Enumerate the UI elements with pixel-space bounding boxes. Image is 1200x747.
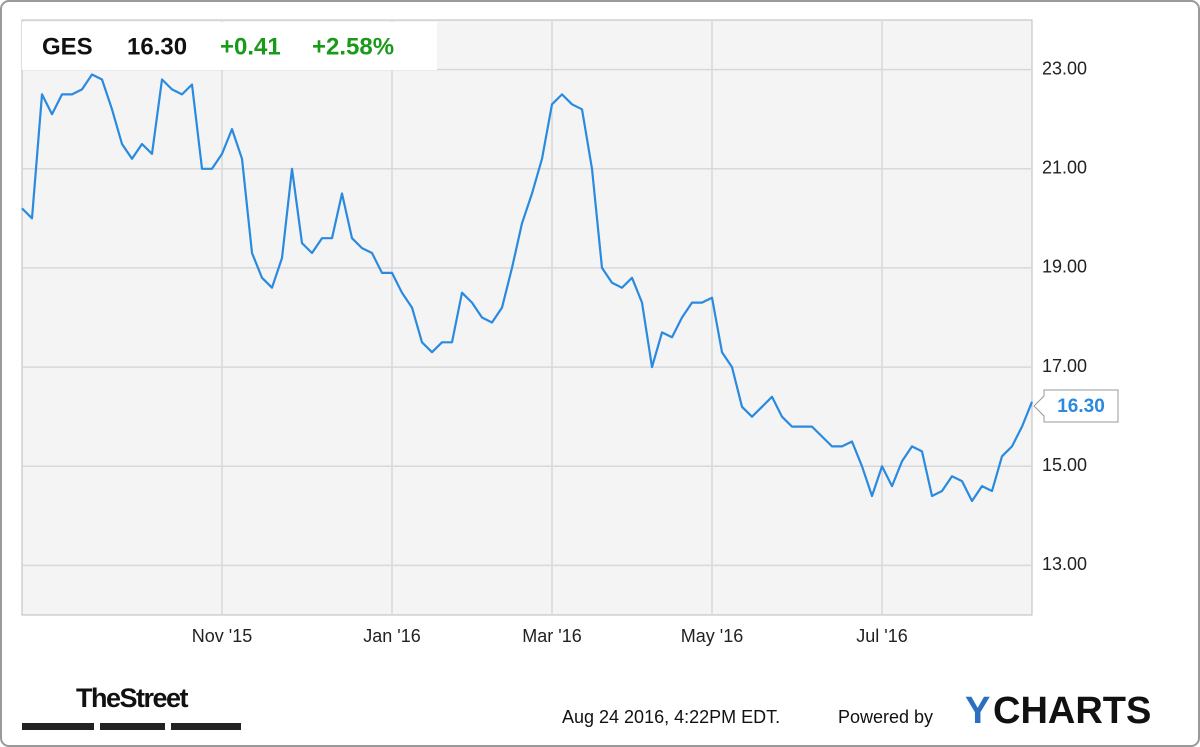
x-tick-label: Mar '16: [522, 626, 581, 646]
logo-bar: [171, 723, 241, 730]
brand-y: Y: [965, 690, 990, 732]
price-line: [21, 73, 1034, 503]
x-tick-label: May '16: [681, 626, 743, 646]
brand-name: CHARTS: [993, 690, 1151, 732]
price-flag: [1033, 389, 1119, 423]
y-tick-label: 13.00: [1042, 554, 1087, 574]
y-tick-label: 19.00: [1042, 257, 1087, 277]
logo-bar: [22, 723, 94, 730]
price-flag-label: 16.30: [1057, 396, 1105, 417]
x-tick-label: Jan '16: [363, 626, 420, 646]
timestamp: Aug 24 2016, 4:22PM EDT.: [562, 707, 780, 727]
y-tick-label: 21.00: [1042, 158, 1087, 178]
y-tick-label: 15.00: [1042, 455, 1087, 475]
y-tick-label: 17.00: [1042, 356, 1087, 376]
x-tick-label: Nov '15: [192, 626, 252, 646]
change-pct: +2.58%: [312, 33, 394, 60]
header-box: [22, 22, 437, 70]
x-tick-label: Jul '16: [856, 626, 907, 646]
price: 16.30: [127, 33, 187, 60]
source-logo: TheStreet: [76, 683, 189, 713]
y-tick-label: 23.00: [1042, 58, 1087, 78]
change: +0.41: [220, 33, 281, 60]
powered-by: Powered by: [838, 707, 933, 727]
logo-bar: [100, 723, 165, 730]
plot-area: [21, 19, 1033, 616]
ticker: GES: [42, 33, 93, 60]
